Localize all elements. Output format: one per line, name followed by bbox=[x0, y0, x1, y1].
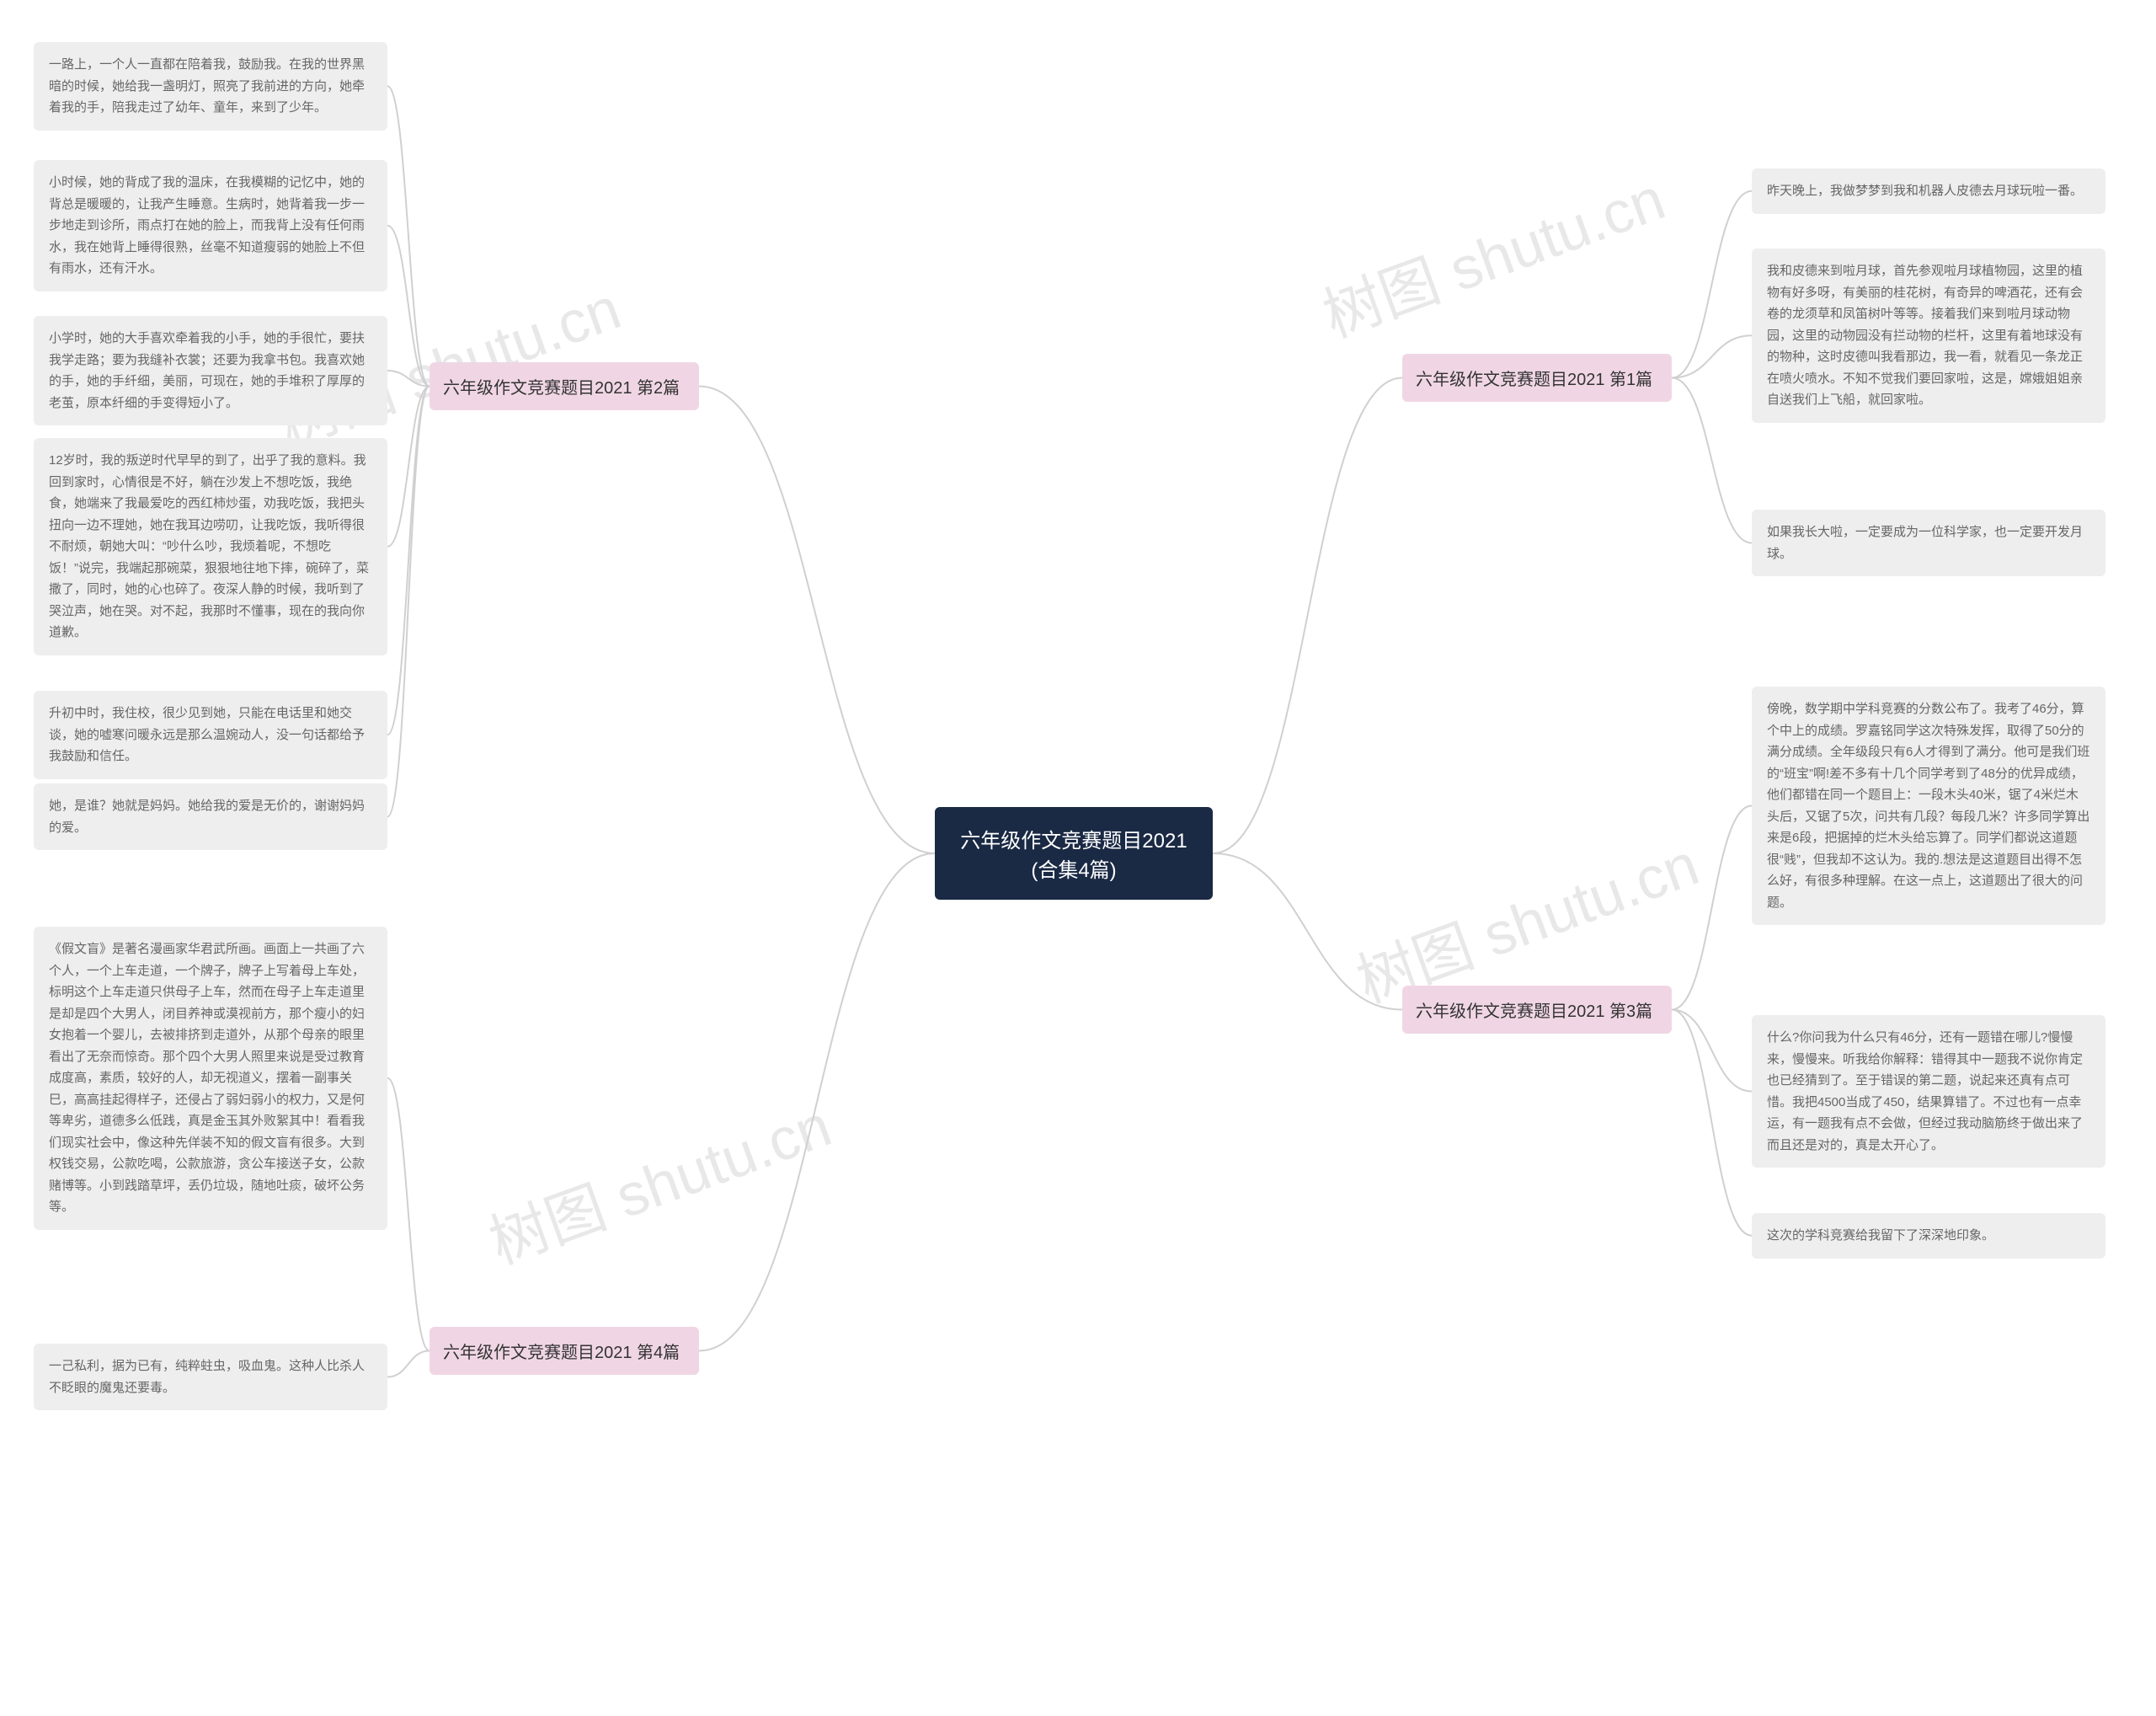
branch-2[interactable]: 六年级作文竞赛题目2021 第2篇 bbox=[430, 362, 699, 410]
leaf-b2-5[interactable]: 升初中时，我住校，很少见到她，只能在电话里和她交谈，她的嘘寒问暖永远是那么温婉动… bbox=[34, 691, 387, 779]
center-title-line1: 六年级作文竞赛题目2021 bbox=[955, 824, 1193, 853]
leaf-b2-1[interactable]: 一路上，一个人一直都在陪着我，鼓励我。在我的世界黑暗的时候，她给我一盏明灯，照亮… bbox=[34, 42, 387, 131]
branch-label: 六年级作文竞赛题目2021 第1篇 bbox=[1416, 371, 1652, 389]
leaf-b2-3[interactable]: 小学时，她的大手喜欢牵着我的小手，她的手很忙，要扶我学走路；要为我缝补衣裳；还要… bbox=[34, 316, 387, 425]
leaf-b2-6[interactable]: 她，是谁？她就是妈妈。她给我的爱是无价的，谢谢妈妈的爱。 bbox=[34, 783, 387, 850]
branch-label: 六年级作文竞赛题目2021 第3篇 bbox=[1416, 1002, 1652, 1021]
leaf-b2-4[interactable]: 12岁时，我的叛逆时代早早的到了，出乎了我的意料。我回到家时，心情很是不好，躺在… bbox=[34, 438, 387, 655]
branch-label: 六年级作文竞赛题目2021 第4篇 bbox=[443, 1344, 680, 1362]
center-node[interactable]: 六年级作文竞赛题目2021 (合集4篇) bbox=[935, 807, 1213, 900]
leaf-b1-3[interactable]: 如果我长大啦，一定要成为一位科学家，也一定要开发月球。 bbox=[1752, 510, 2105, 576]
leaf-b1-1[interactable]: 昨天晚上，我做梦梦到我和机器人皮德去月球玩啦一番。 bbox=[1752, 168, 2105, 214]
leaf-b3-2[interactable]: 什么?你问我为什么只有46分，还有一题错在哪儿?慢慢来，慢慢来。听我给你解释：错… bbox=[1752, 1015, 2105, 1168]
center-title-line2: (合集4篇) bbox=[955, 853, 1193, 883]
leaf-b3-1[interactable]: 傍晚，数学期中学科竞赛的分数公布了。我考了46分，算个中上的成绩。罗嘉铭同学这次… bbox=[1752, 687, 2105, 925]
leaf-b1-2[interactable]: 我和皮德来到啦月球，首先参观啦月球植物园，这里的植物有好多呀，有美丽的桂花树，有… bbox=[1752, 249, 2105, 423]
leaf-b4-2[interactable]: 一己私利，据为已有，纯粹蛀虫，吸血鬼。这种人比杀人不眨眼的魔鬼还要毒。 bbox=[34, 1344, 387, 1410]
leaf-b4-1[interactable]: 《假文盲》是著名漫画家华君武所画。画面上一共画了六个人，一个上车走道，一个牌子，… bbox=[34, 927, 387, 1230]
branch-3[interactable]: 六年级作文竞赛题目2021 第3篇 bbox=[1402, 986, 1672, 1034]
branch-4[interactable]: 六年级作文竞赛题目2021 第4篇 bbox=[430, 1327, 699, 1375]
leaf-b3-3[interactable]: 这次的学科竞赛给我留下了深深地印象。 bbox=[1752, 1213, 2105, 1259]
branch-1[interactable]: 六年级作文竞赛题目2021 第1篇 bbox=[1402, 354, 1672, 402]
branch-label: 六年级作文竞赛题目2021 第2篇 bbox=[443, 379, 680, 398]
leaf-b2-2[interactable]: 小时候，她的背成了我的温床，在我模糊的记忆中，她的背总是暖暖的，让我产生睡意。生… bbox=[34, 160, 387, 291]
